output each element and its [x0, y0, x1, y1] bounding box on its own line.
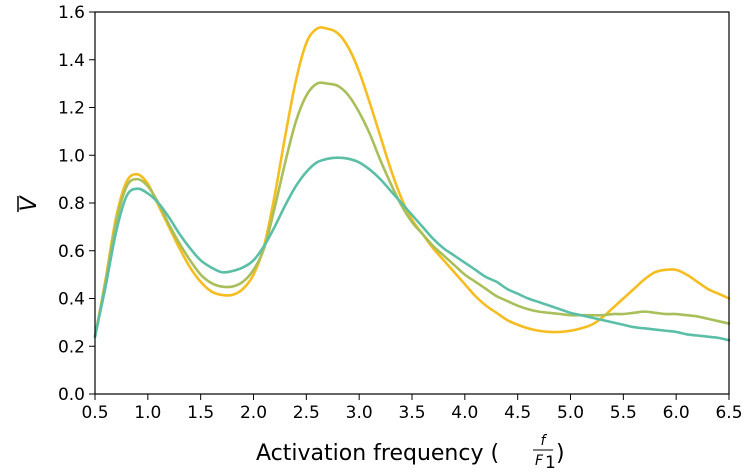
- y-tick-label: 1.2: [58, 99, 85, 119]
- y-tick-label: 1.6: [58, 3, 85, 23]
- x-tick-label: 3.5: [398, 403, 425, 423]
- x-tick-label: 4.0: [451, 403, 478, 423]
- series-line-3: [93, 156, 731, 342]
- series-line-2: [93, 81, 731, 338]
- x-tick-label: 6.0: [663, 403, 690, 423]
- x-tick-label: 1.5: [187, 403, 214, 423]
- y-axis-ticks: 0.0 0.2 0.4 0.6 0.8 1.0 1.2 1.4 1.6: [58, 3, 95, 405]
- x-tick-label: 2.5: [293, 403, 320, 423]
- y-tick-label: 1.0: [58, 146, 85, 166]
- x-tick-label: 2.0: [240, 403, 267, 423]
- y-tick-label: 0.6: [58, 242, 85, 262]
- series-line-1: [93, 26, 731, 338]
- y-tick-label: 1.4: [58, 51, 85, 71]
- x-tick-label: 0.5: [81, 403, 108, 423]
- x-axis-ticks: 0.5 1.0 1.5 2.0 2.5 3.0 3.5 4.0 4.5 5.0 5.5 6.0 6.5: [81, 394, 743, 423]
- y-tick-label: 0.4: [58, 290, 85, 310]
- x-tick-label: 3.0: [346, 403, 373, 423]
- x-tick-label: 4.5: [504, 403, 531, 423]
- y-axis-label: V: [17, 195, 42, 212]
- x-axis-label: Activation frequency ( f F 1 ): [256, 433, 565, 472]
- x-tick-label: 5.5: [610, 403, 637, 423]
- x-axis-label-numerator: f: [541, 433, 548, 449]
- x-tick-label: 1.0: [134, 403, 161, 423]
- x-axis-label-text: Activation frequency (: [256, 441, 499, 466]
- plot-frame: [94, 11, 730, 395]
- y-tick-label: 0.8: [58, 194, 85, 214]
- y-axis-label-text: V: [17, 195, 42, 212]
- x-tick-label: 6.5: [715, 403, 742, 423]
- x-axis-label-denominator: F: [535, 453, 544, 469]
- x-tick-label: 5.0: [557, 403, 584, 423]
- x-axis-label-denominator-subscript: 1: [545, 453, 556, 472]
- y-tick-label: 0.2: [58, 337, 85, 357]
- y-tick-label: 0.0: [58, 385, 85, 405]
- series-layer: [93, 26, 731, 342]
- plot-area: 0.5 1.0 1.5 2.0 2.5 3.0 3.5 4.0 4.5 5.0 5.5 6.0 6.5 …: [58, 3, 743, 423]
- x-axis-label-close-paren: ): [556, 441, 565, 466]
